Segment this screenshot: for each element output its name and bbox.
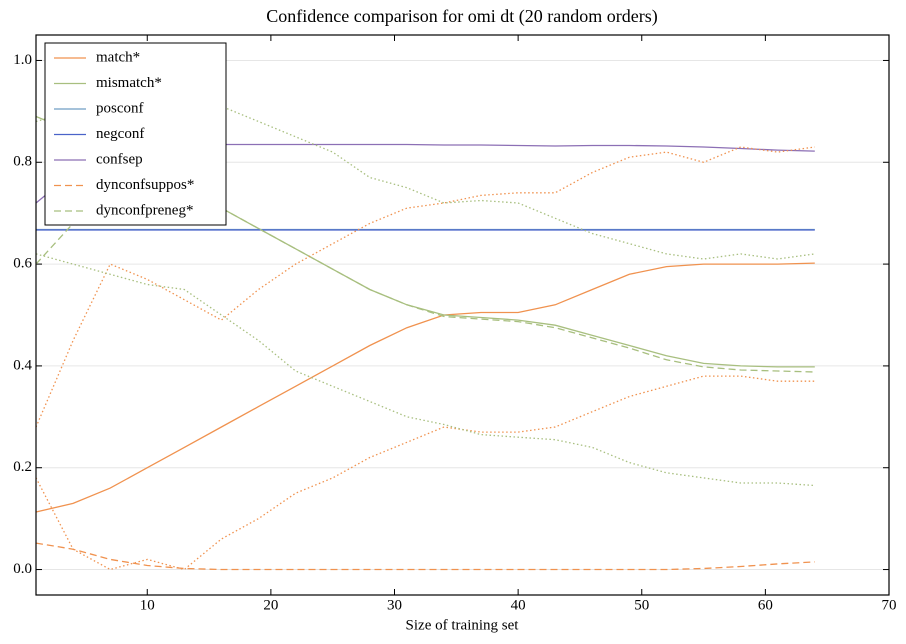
series-line	[35, 253, 815, 487]
series-line	[35, 375, 815, 571]
y-tick-label: 0.0	[13, 561, 32, 577]
y-tick-label: 1.0	[13, 52, 32, 68]
x-tick-label: 50	[634, 597, 649, 613]
chart-title: Confidence comparison for omi dt (20 ran…	[266, 6, 657, 27]
series-line	[35, 542, 815, 571]
series-line	[35, 262, 815, 513]
legend-label: negconf	[96, 126, 144, 142]
x-tick-label: 20	[263, 597, 278, 613]
legend-label: dynconfpreneg*	[96, 202, 193, 218]
y-tick-label: 0.2	[13, 459, 32, 475]
plot-frame	[35, 34, 890, 596]
legend-label: dynconfsuppos*	[96, 177, 194, 193]
x-tick-label: 40	[511, 597, 526, 613]
series-line	[35, 181, 815, 373]
legend-label: mismatch*	[96, 75, 162, 91]
x-axis-label: Size of training set	[406, 617, 520, 633]
y-tick-label: 0.8	[13, 154, 32, 170]
y-tick-label: 0.6	[13, 256, 32, 272]
series-line	[35, 146, 815, 428]
legend-label: match*	[96, 49, 140, 65]
x-tick-label: 60	[758, 597, 773, 613]
x-tick-label: 70	[882, 597, 897, 613]
x-tick-label: 30	[387, 597, 402, 613]
legend-label: confsep	[96, 151, 143, 167]
legend: match* mismatch* posconf negconf confsep dync…	[44, 42, 227, 226]
legend-label: posconf	[96, 100, 144, 116]
x-tick-label: 10	[140, 597, 155, 613]
y-tick-label: 0.4	[13, 357, 32, 373]
